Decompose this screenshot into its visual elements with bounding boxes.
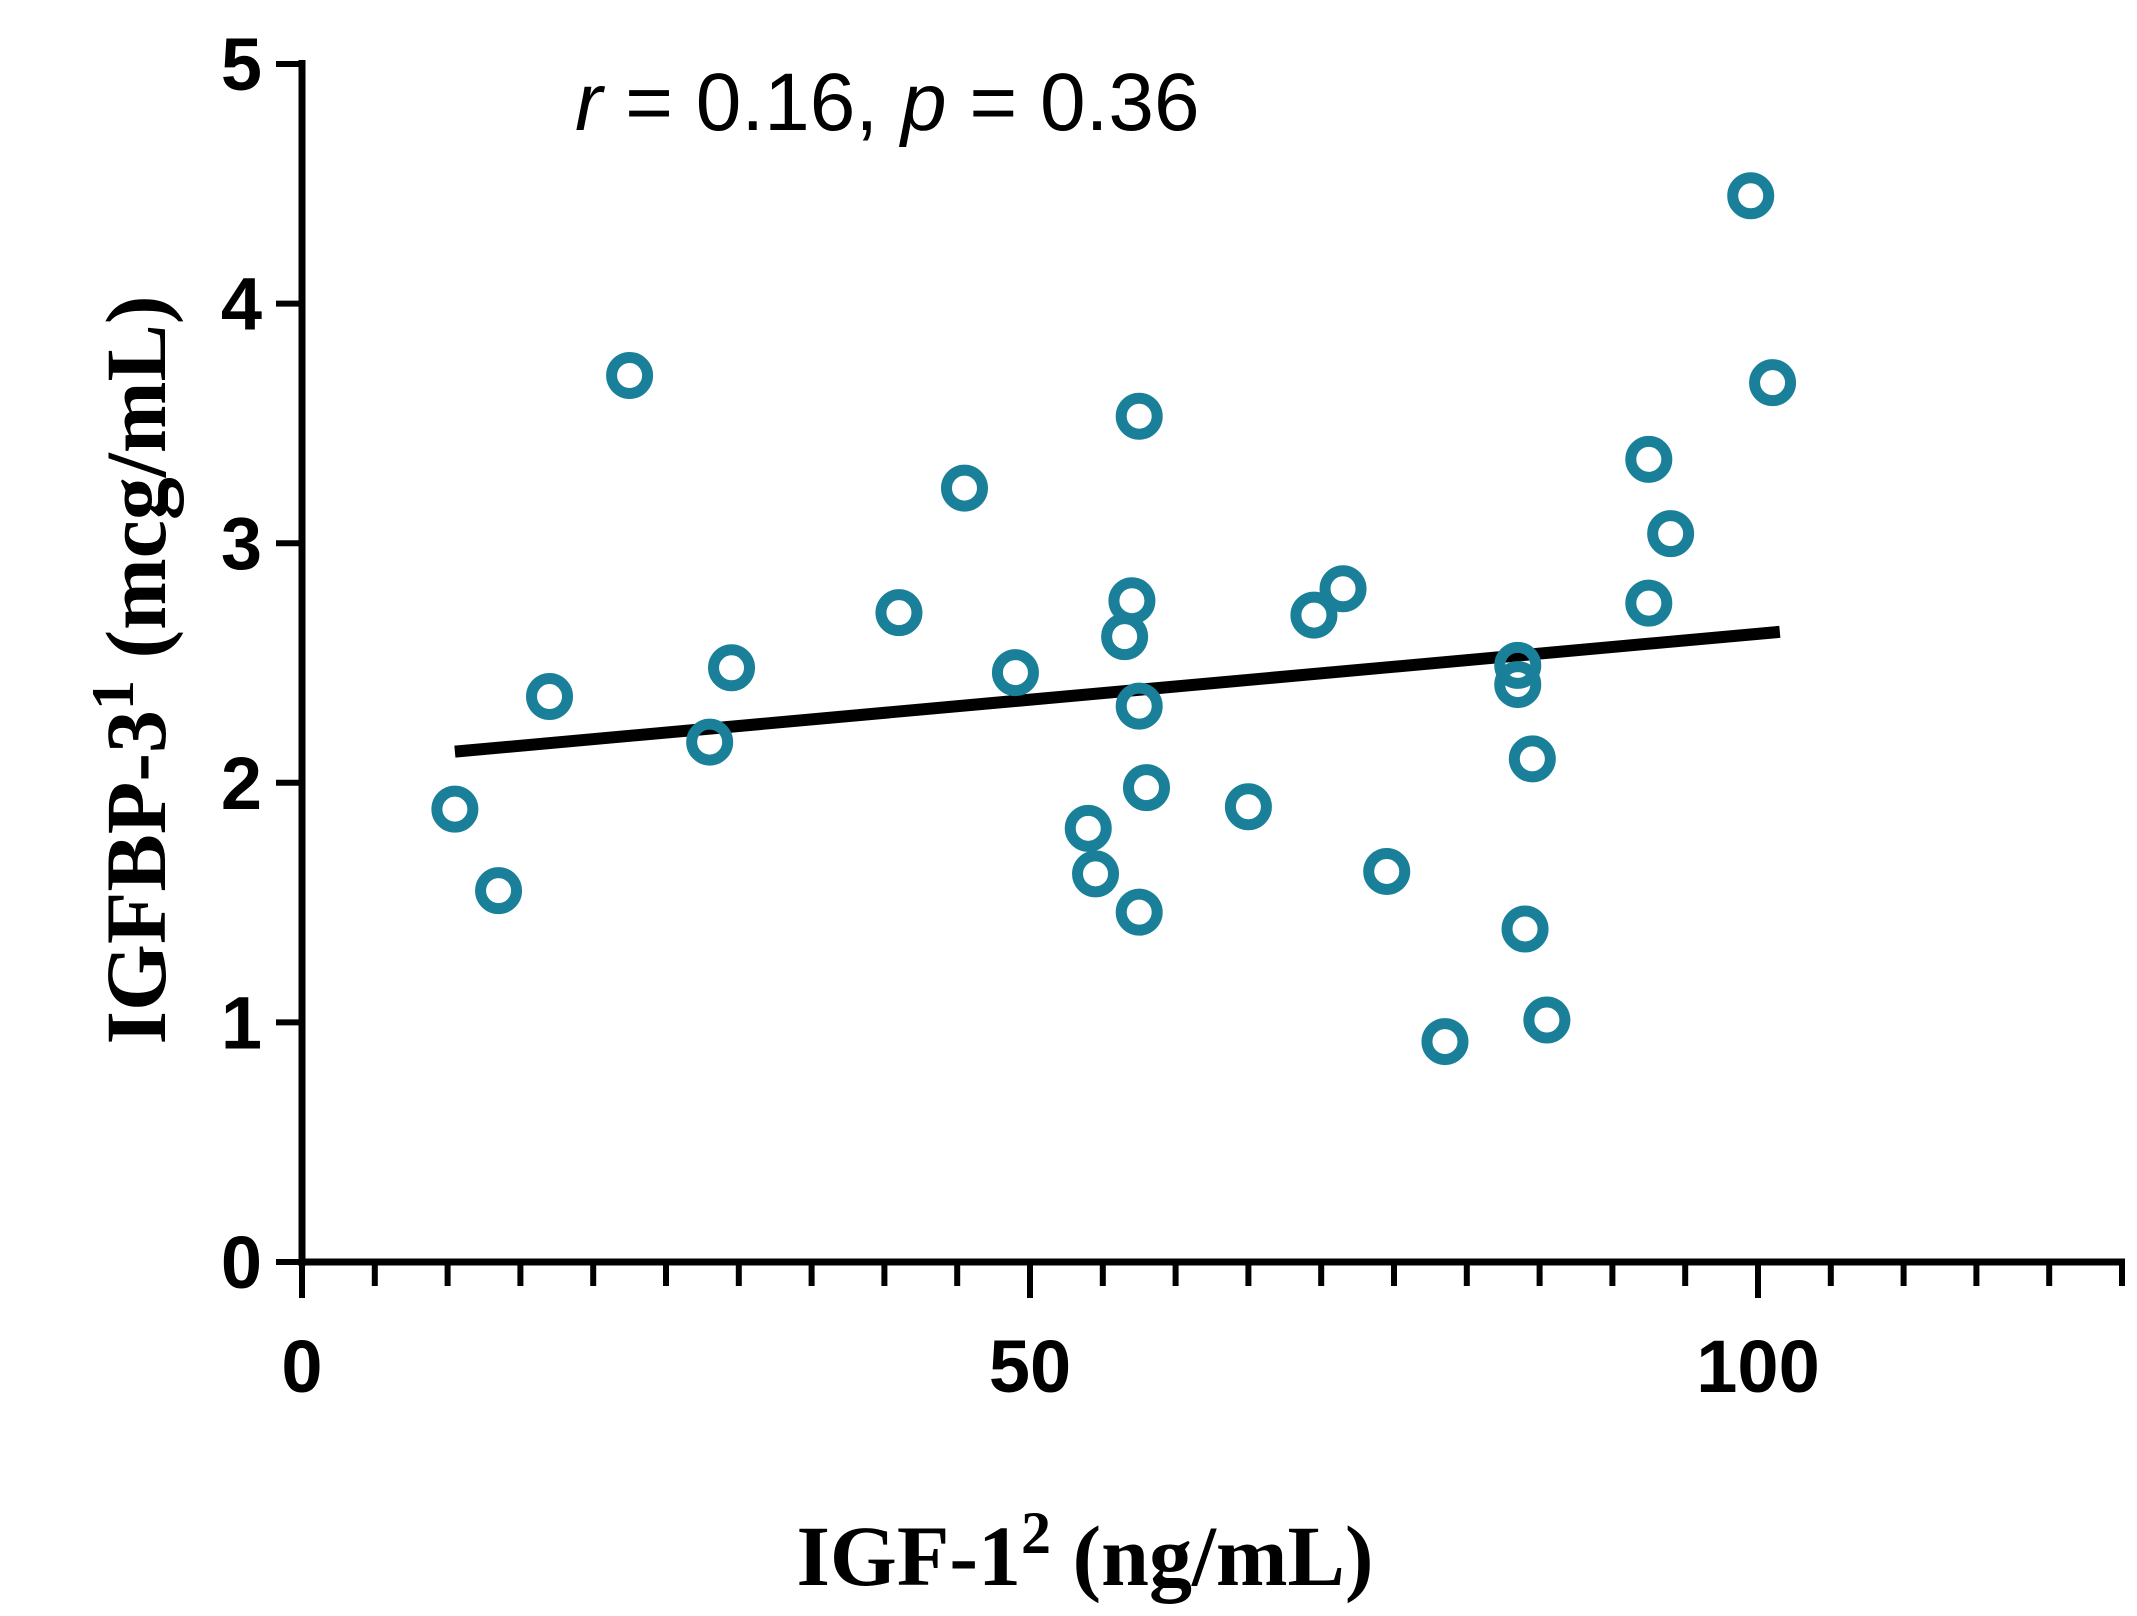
data-point <box>1224 783 1272 831</box>
data-point <box>686 718 734 766</box>
correlation-annotation: r = 0.16, p = 0.36 <box>575 57 1200 148</box>
data-point <box>1115 888 1163 936</box>
data-point <box>475 867 523 915</box>
data-point <box>1115 392 1163 440</box>
x-axis-title-superscript: 2 <box>1021 1500 1051 1566</box>
data-point <box>1625 579 1673 627</box>
data-point <box>991 649 1039 697</box>
data-point <box>1363 847 1411 895</box>
data-point <box>940 464 988 512</box>
data-point <box>431 785 479 833</box>
data-point <box>526 673 574 721</box>
axes <box>298 60 2125 1266</box>
data-point <box>1727 172 1775 220</box>
x-axis-title: IGF-12 (ng/mL) <box>796 1500 1373 1604</box>
x-tick-label: 50 <box>989 1325 1071 1408</box>
trend-lines <box>454 625 1781 758</box>
y-axis-title: IGFBP-31 (mcg/mL) <box>80 296 184 1045</box>
data-point <box>1115 682 1163 730</box>
data-point <box>1064 804 1112 852</box>
data-point <box>1647 510 1695 558</box>
data-point <box>1508 735 1556 783</box>
x-axis-title-text: IGF-1 <box>796 1508 1021 1604</box>
y-tick-label: 0 <box>221 1221 262 1304</box>
data-point <box>1072 850 1120 898</box>
y-tick-label: 3 <box>221 502 262 585</box>
y-axis-title-units: (mcg/mL) <box>88 296 184 680</box>
data-point <box>875 589 923 637</box>
data-point <box>708 644 756 692</box>
x-tick-label: 100 <box>1696 1325 1819 1408</box>
data-point <box>1625 435 1673 483</box>
p-value: = 0.36 <box>947 57 1200 148</box>
r-value: = 0.16, <box>602 57 901 148</box>
y-tick-label: 2 <box>221 742 262 825</box>
data-point <box>1108 577 1156 625</box>
y-tick-label: 1 <box>221 981 262 1064</box>
data-point <box>1523 996 1571 1044</box>
data-point <box>1749 359 1797 407</box>
data-point <box>1290 591 1338 639</box>
p-symbol: p <box>898 57 947 148</box>
data-point <box>1421 1018 1469 1066</box>
data-point <box>606 351 654 399</box>
x-axis-title-units: (ng/mL) <box>1051 1508 1374 1604</box>
y-tick-label: 4 <box>221 263 262 346</box>
data-point <box>1101 613 1149 661</box>
x-tick-label: 0 <box>281 1325 322 1408</box>
y-tick-label: 5 <box>221 23 262 106</box>
data-point <box>1122 764 1170 812</box>
data-point <box>1494 641 1542 689</box>
y-axis-title-superscript: 1 <box>80 680 146 710</box>
data-point <box>1319 565 1367 613</box>
data-point <box>1494 661 1542 709</box>
data-points <box>431 172 1797 1066</box>
y-axis-title-text: IGFBP-3 <box>88 710 184 1044</box>
data-point <box>1501 905 1549 953</box>
regression-line <box>454 625 1781 758</box>
r-symbol: r <box>575 57 606 148</box>
